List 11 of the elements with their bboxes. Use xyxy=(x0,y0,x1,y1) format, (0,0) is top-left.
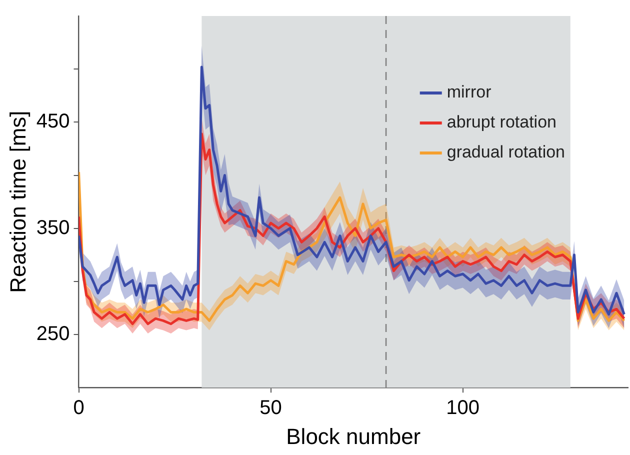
y-tick-label: 250 xyxy=(36,323,70,346)
x-tick-label: 50 xyxy=(260,397,282,420)
legend-label: abrupt rotation xyxy=(446,112,557,132)
y-tick-label: 450 xyxy=(36,110,70,133)
x-tick-label: 0 xyxy=(73,397,84,420)
x-axis-title: Block number xyxy=(286,424,421,449)
legend-label: gradual rotation xyxy=(446,142,566,162)
x-tick-label: 100 xyxy=(446,397,480,420)
y-tick-label: 350 xyxy=(36,216,70,239)
y-axis-title: Reaction time [ms] xyxy=(5,110,30,293)
legend-label: mirror xyxy=(446,82,492,102)
